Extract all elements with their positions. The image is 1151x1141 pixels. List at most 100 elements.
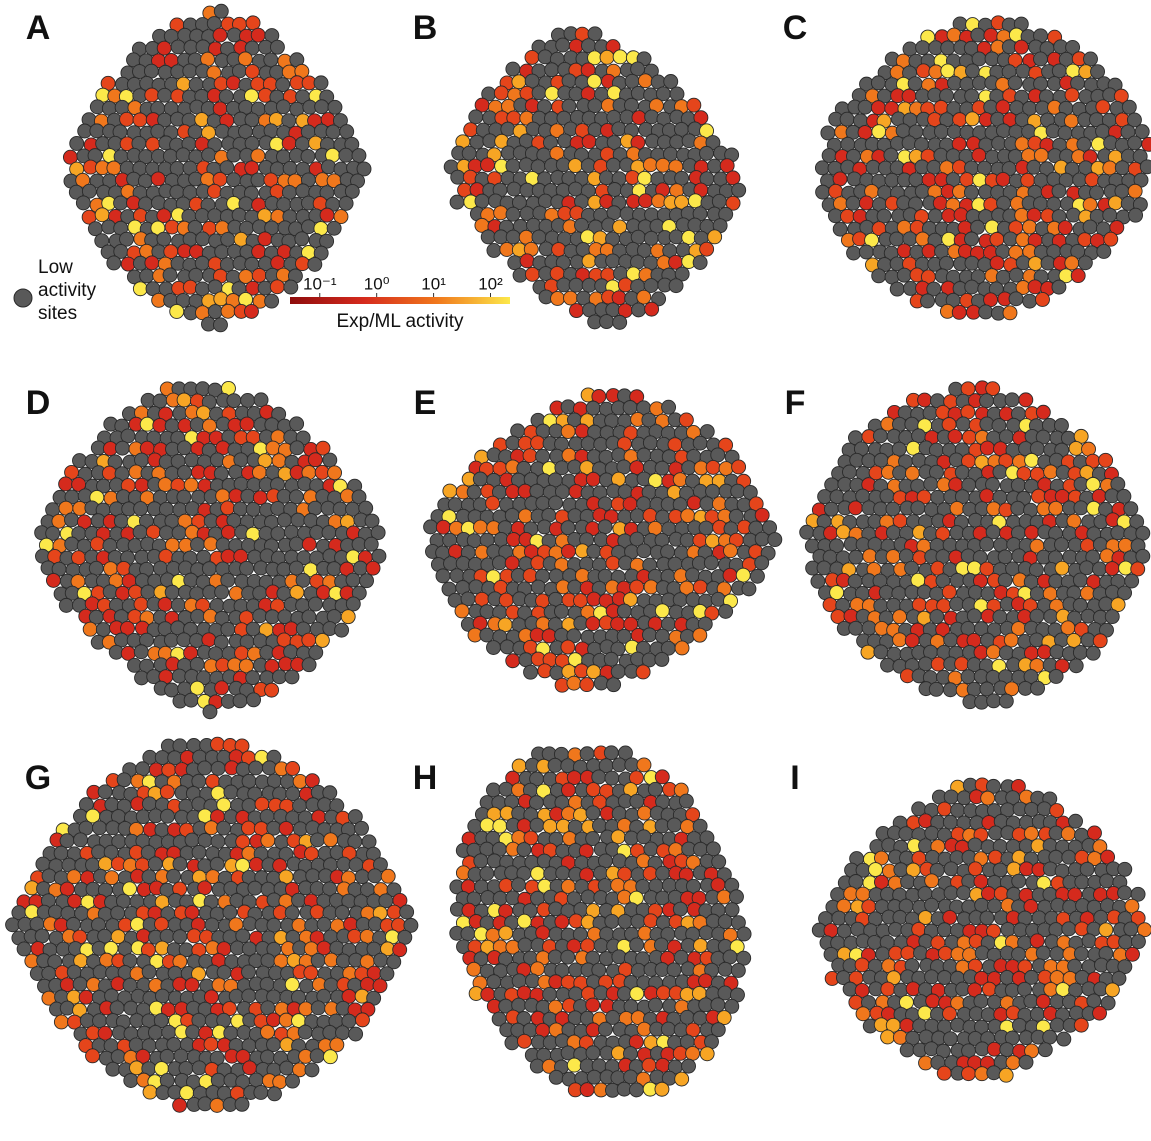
site	[638, 193, 654, 209]
site	[730, 963, 746, 978]
site	[548, 901, 564, 917]
site	[338, 147, 354, 163]
site	[585, 471, 601, 487]
site	[241, 988, 257, 1004]
site	[519, 253, 535, 269]
site	[110, 1049, 126, 1065]
site	[197, 760, 213, 776]
site	[505, 435, 521, 451]
site	[94, 207, 110, 223]
site	[275, 77, 291, 93]
site	[873, 501, 889, 517]
site	[516, 842, 532, 858]
site	[992, 862, 1008, 878]
site	[133, 596, 149, 612]
site	[297, 1024, 313, 1040]
site	[585, 1045, 601, 1061]
site	[636, 757, 652, 773]
site	[950, 1017, 966, 1033]
site	[226, 172, 242, 188]
site	[719, 158, 735, 174]
site	[59, 1000, 75, 1016]
site	[1029, 1006, 1045, 1022]
site	[986, 1065, 1002, 1081]
site	[860, 644, 876, 660]
site	[269, 39, 285, 55]
site	[147, 1025, 163, 1040]
site	[234, 1096, 250, 1112]
site	[892, 465, 908, 481]
site	[92, 820, 107, 836]
site	[1087, 825, 1102, 841]
site	[567, 579, 583, 595]
site	[119, 111, 135, 127]
site	[585, 805, 601, 821]
site	[250, 27, 266, 43]
site	[185, 1024, 201, 1040]
site	[339, 124, 355, 140]
site	[319, 207, 335, 223]
site	[1073, 500, 1089, 516]
site	[900, 874, 916, 890]
site	[152, 417, 168, 433]
site	[473, 853, 489, 869]
site	[247, 880, 263, 896]
site	[135, 809, 151, 825]
site	[555, 865, 571, 881]
site	[313, 245, 329, 261]
site	[597, 1021, 613, 1037]
site	[275, 99, 291, 115]
site	[579, 1082, 595, 1098]
site	[754, 555, 770, 571]
particle	[423, 387, 783, 693]
site	[933, 124, 949, 139]
site	[190, 537, 205, 552]
site	[493, 205, 509, 221]
site	[1102, 207, 1118, 223]
site	[511, 877, 526, 893]
site	[1048, 573, 1064, 589]
site	[986, 693, 1002, 709]
particle	[62, 3, 372, 333]
site	[300, 148, 316, 164]
site	[177, 465, 192, 480]
site	[1128, 207, 1144, 223]
site	[542, 818, 558, 834]
site	[142, 1084, 158, 1100]
site	[718, 603, 734, 619]
site	[207, 208, 223, 224]
site	[309, 1048, 325, 1064]
site	[938, 255, 954, 271]
site	[858, 195, 874, 211]
site	[870, 100, 886, 116]
site	[954, 656, 970, 672]
site	[228, 585, 244, 601]
site	[53, 1014, 69, 1030]
site	[854, 957, 870, 973]
site	[505, 653, 521, 669]
site	[498, 925, 514, 941]
site	[288, 489, 304, 505]
site	[386, 904, 402, 920]
site	[1019, 861, 1034, 877]
site	[814, 160, 830, 176]
site	[1002, 305, 1018, 321]
site	[41, 868, 57, 884]
site	[899, 1042, 915, 1058]
site	[604, 770, 620, 786]
site	[176, 440, 192, 456]
site	[929, 609, 945, 625]
site	[698, 925, 714, 941]
site	[964, 279, 980, 295]
site	[1011, 946, 1026, 962]
site	[1095, 99, 1111, 115]
site	[507, 255, 523, 271]
site	[506, 532, 521, 547]
site	[506, 181, 522, 197]
site	[340, 609, 356, 625]
site	[1126, 112, 1142, 128]
site	[1024, 802, 1040, 817]
site	[163, 632, 179, 648]
site	[338, 195, 354, 211]
site	[116, 560, 132, 576]
